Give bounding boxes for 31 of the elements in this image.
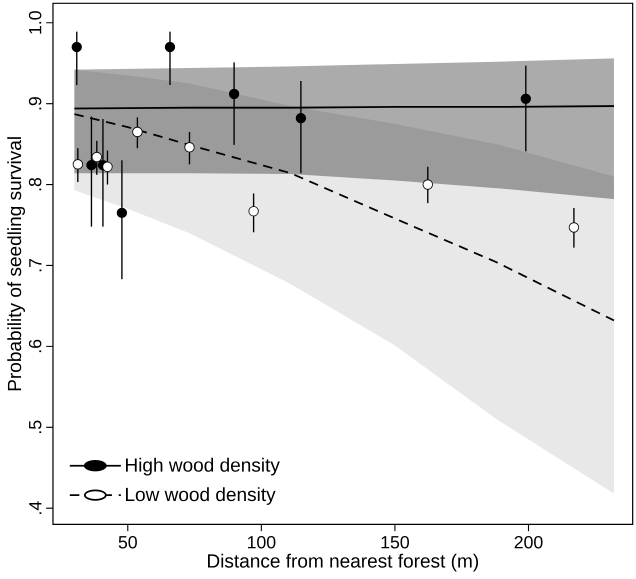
point — [72, 42, 82, 52]
y-tick-label: .7 — [29, 259, 42, 272]
point — [92, 152, 102, 162]
y-tick-label: .8 — [28, 178, 42, 190]
legend-label: High wood density — [126, 458, 280, 476]
legend-label: Low wood density — [126, 487, 276, 506]
y-tick-label: 1.0 — [28, 11, 42, 34]
point — [520, 94, 531, 104]
point — [248, 206, 259, 217]
y-tick-label: .6 — [28, 340, 42, 352]
point — [228, 88, 240, 100]
x-axis-title: Distance from nearest forest (m) — [208, 554, 478, 572]
point — [568, 222, 580, 233]
point — [102, 162, 113, 172]
x-tick-label: 100 — [248, 536, 276, 549]
point — [86, 160, 97, 170]
point — [184, 142, 195, 153]
point — [422, 180, 433, 190]
x-tick-label: 200 — [514, 536, 543, 549]
x-tick-label: 150 — [382, 536, 409, 549]
point — [116, 208, 128, 218]
point — [296, 113, 306, 124]
y-tick-label: .4 — [29, 501, 42, 514]
y-tick-label: .9 — [28, 97, 42, 110]
y-tick-label: .5 — [29, 420, 42, 434]
point — [72, 159, 83, 170]
x-tick-label: 50 — [118, 536, 137, 549]
line-series — [73, 113, 615, 322]
point — [132, 126, 143, 138]
y-axis-title: Probability of seedling survival — [7, 137, 25, 390]
point — [164, 42, 176, 52]
